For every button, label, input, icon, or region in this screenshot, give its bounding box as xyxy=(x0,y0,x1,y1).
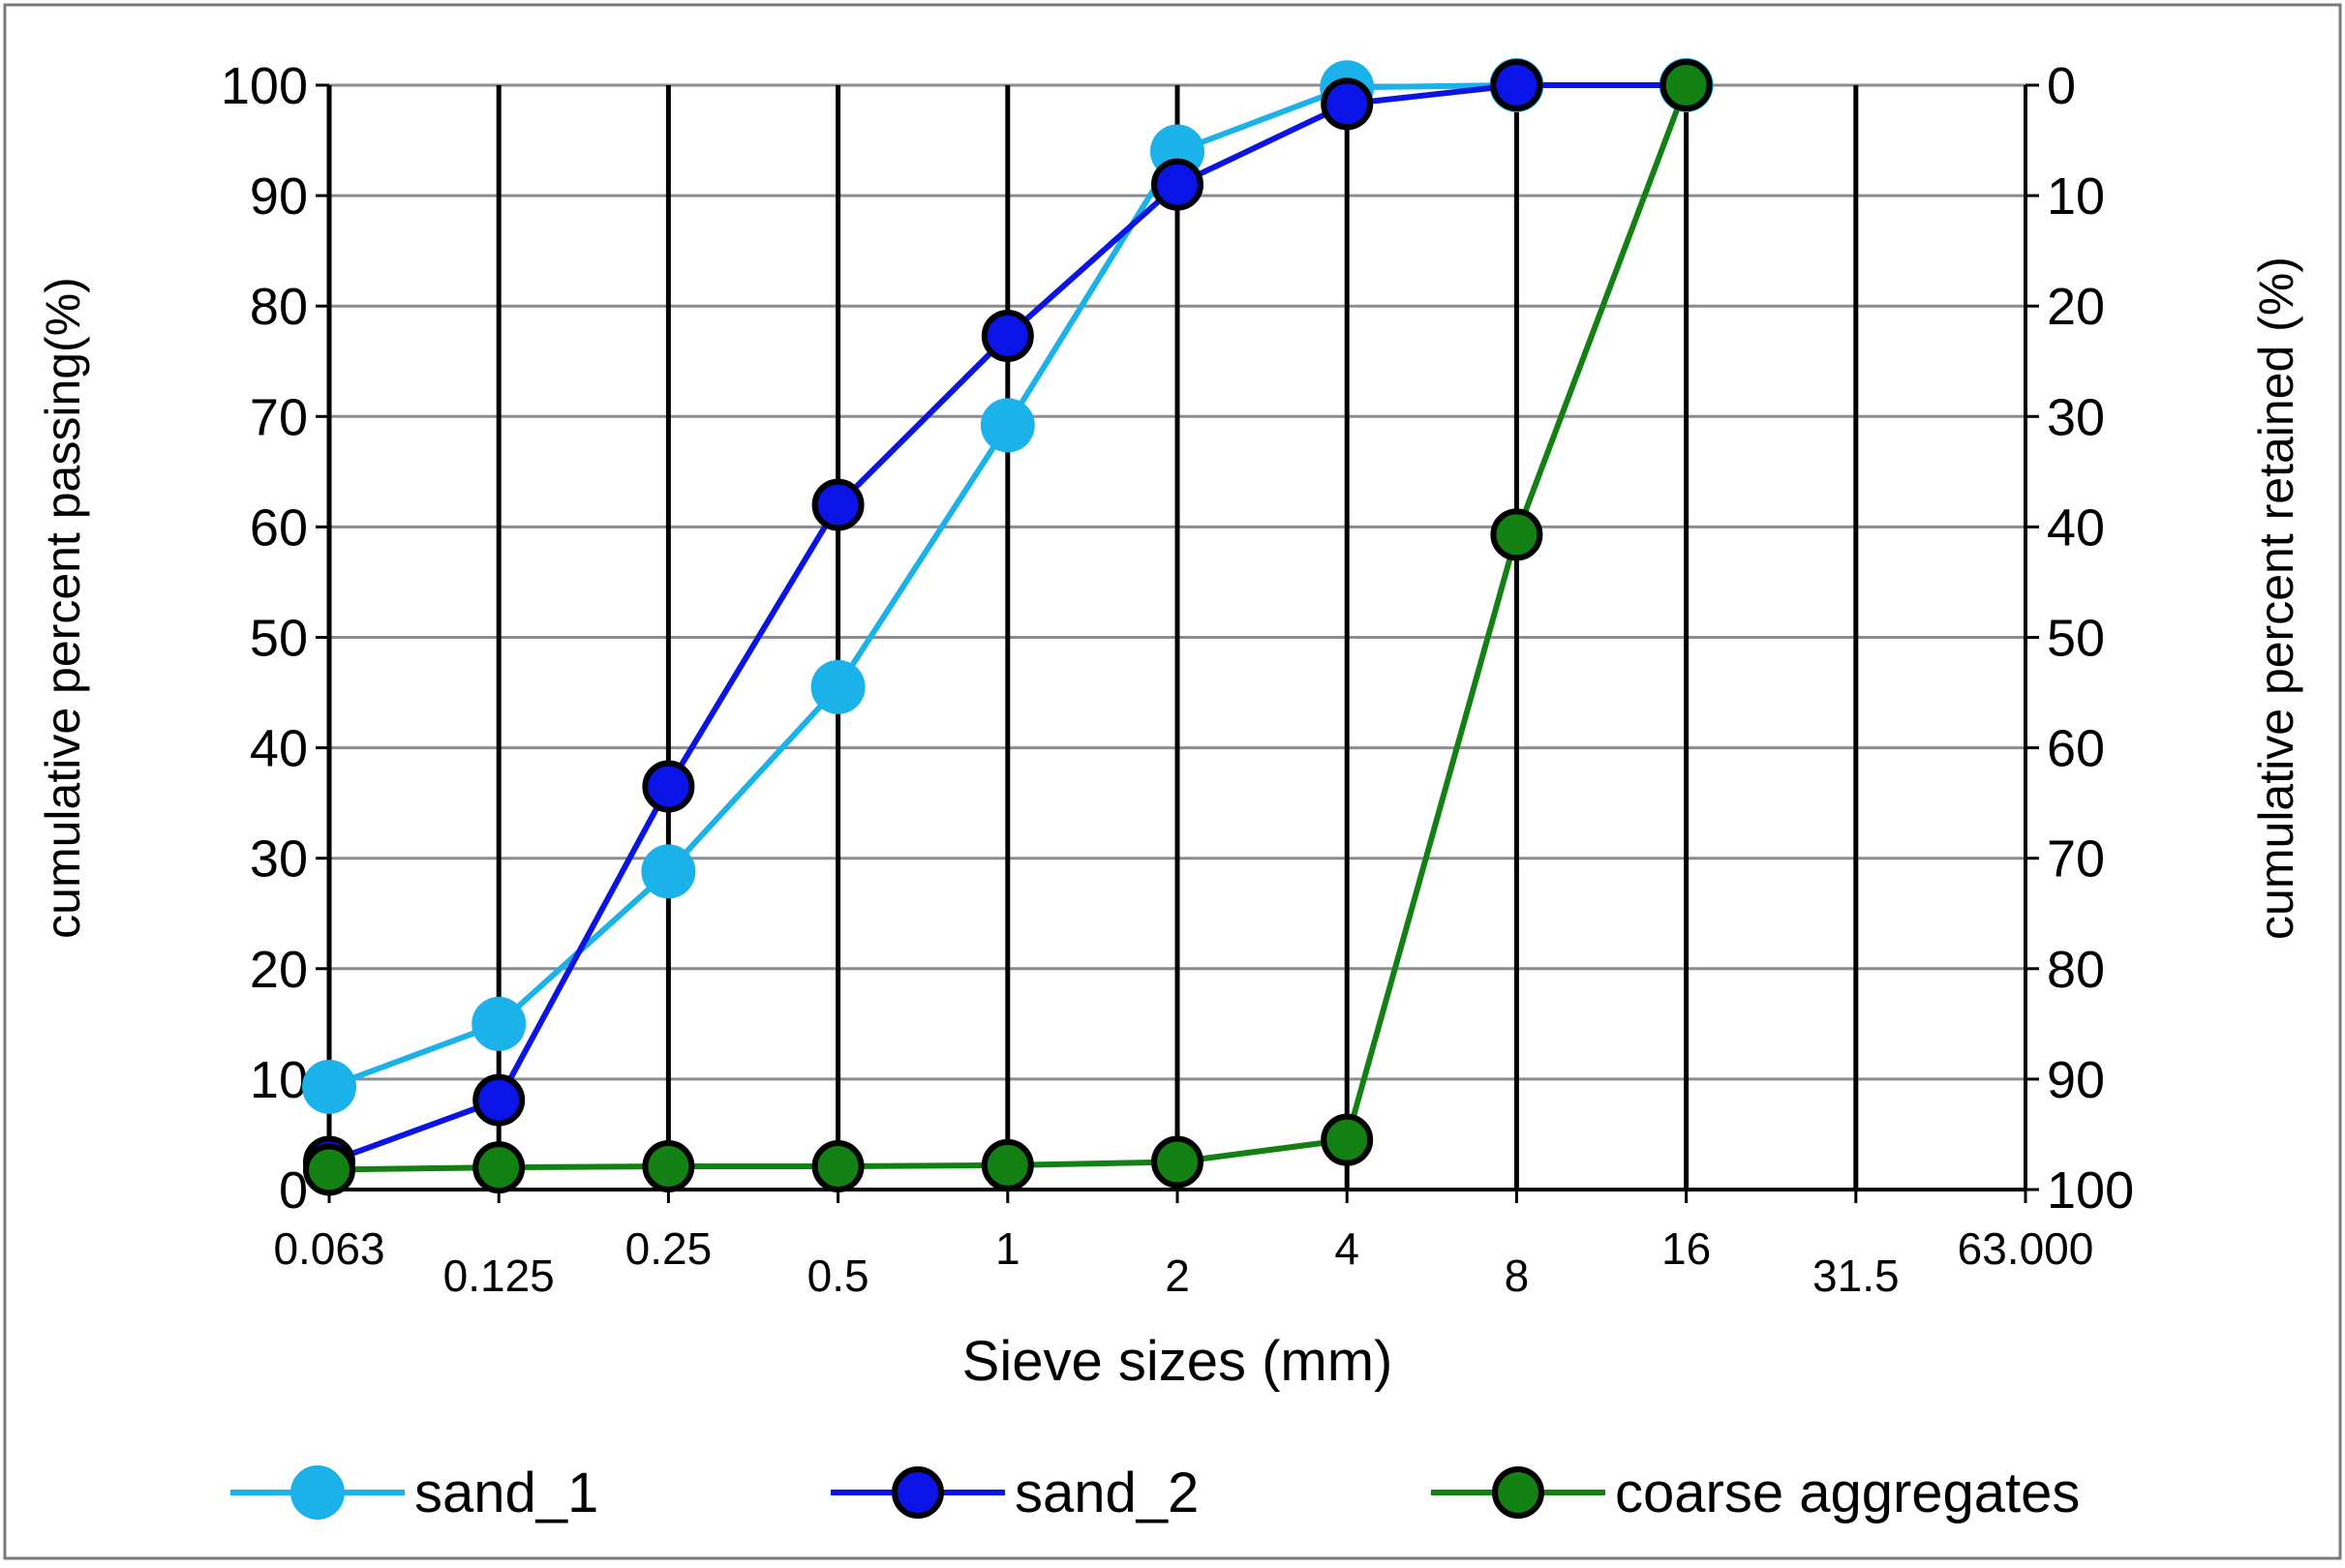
data-point xyxy=(642,1140,695,1193)
x-tick-label: 0.5 xyxy=(807,1251,869,1301)
x-tick-label: 0.125 xyxy=(443,1251,555,1301)
x-axis-title: Sieve sizes (mm) xyxy=(962,1330,1393,1393)
data-point xyxy=(981,1138,1034,1191)
legend-swatch-marker xyxy=(290,1465,345,1520)
y-tick-label: 90 xyxy=(250,167,308,226)
data-point xyxy=(1660,59,1713,111)
x-tick-label: 1 xyxy=(995,1223,1020,1274)
y-right-tick-label: 10 xyxy=(2047,167,2105,226)
chart-border xyxy=(3,3,2342,1560)
data-point xyxy=(472,1141,526,1194)
y-tick-label: 60 xyxy=(250,498,308,557)
legend-label: coarse aggregates xyxy=(1615,1462,2080,1524)
data-point xyxy=(1490,59,1543,111)
y-tick-label: 70 xyxy=(250,388,308,446)
data-point xyxy=(302,1059,356,1114)
y-right-tick-label: 60 xyxy=(2047,720,2105,778)
x-tick-label: 0.063 xyxy=(273,1223,384,1274)
legend-item-sand_2: sand_2 xyxy=(831,1462,1199,1524)
data-point xyxy=(1321,1113,1374,1166)
legend-label: sand_2 xyxy=(1015,1462,1199,1524)
data-point xyxy=(810,659,866,714)
x-tick-label: 8 xyxy=(1505,1251,1530,1301)
x-tick-label: 2 xyxy=(1165,1251,1190,1301)
legend-label: sand_1 xyxy=(414,1462,598,1524)
data-point xyxy=(1321,77,1374,131)
x-tick-label: 4 xyxy=(1334,1223,1359,1274)
x-tick-label: 63.000 xyxy=(1958,1223,2094,1274)
data-point xyxy=(642,760,695,813)
data-point xyxy=(1151,1135,1203,1189)
y-axis-title-right: cumulative percent retained (%) xyxy=(2249,256,2303,940)
data-point xyxy=(641,844,696,899)
data-point xyxy=(472,996,527,1051)
y-tick-label: 80 xyxy=(250,278,308,336)
data-point xyxy=(811,1140,865,1193)
x-tick-label: 0.25 xyxy=(625,1223,713,1274)
legend-swatch-marker xyxy=(1492,1466,1544,1519)
y-tick-label: 30 xyxy=(250,830,308,889)
data-point xyxy=(811,478,865,531)
y-right-tick-label: 0 xyxy=(2047,57,2076,115)
data-point xyxy=(980,398,1035,453)
y-tick-label: 0 xyxy=(279,1161,308,1220)
series-layer xyxy=(302,58,1714,1196)
y-right-tick-label: 80 xyxy=(2047,941,2105,999)
y-right-tick-label: 40 xyxy=(2047,498,2105,557)
y-right-tick-label: 20 xyxy=(2047,278,2105,336)
left-y-tick-labels: 0 10 20 30 40 50 60 70 80 90 100 xyxy=(221,57,308,1220)
x-tick-label: 31.5 xyxy=(1812,1251,1900,1301)
y-tick-label: 50 xyxy=(250,610,308,668)
y-tick-label: 100 xyxy=(221,57,308,115)
legend: sand_1 sand_2 coarse aggregates xyxy=(230,1462,2080,1524)
series-coarse-aggregates xyxy=(303,59,1713,1196)
y-right-tick-label: 100 xyxy=(2047,1161,2134,1220)
legend-item-sand_1: sand_1 xyxy=(230,1462,598,1524)
y-tick-label: 40 xyxy=(250,720,308,778)
data-point xyxy=(472,1073,526,1127)
y-tick-label: 10 xyxy=(250,1051,308,1109)
x-tick-label: 16 xyxy=(1661,1223,1711,1274)
x-tick-labels: 0.063 0.125 0.25 0.5 1 2 4 8 16 31.5 63.000 xyxy=(273,1223,2093,1301)
y-right-tick-label: 90 xyxy=(2047,1051,2105,1109)
legend-swatch-marker xyxy=(892,1466,944,1519)
y-right-tick-label: 30 xyxy=(2047,388,2105,446)
legend-item-coarse-aggregates: coarse aggregates xyxy=(1431,1462,2080,1524)
y-right-tick-label: 70 xyxy=(2047,830,2105,889)
axes xyxy=(316,83,2039,1203)
data-point xyxy=(1490,508,1543,561)
data-point xyxy=(303,1143,355,1196)
y-right-tick-label: 50 xyxy=(2047,610,2105,668)
data-point xyxy=(981,310,1034,363)
data-point xyxy=(1151,158,1203,211)
y-tick-label: 20 xyxy=(250,941,308,999)
y-axis-title: cumulative percent passing(%) xyxy=(36,277,90,939)
